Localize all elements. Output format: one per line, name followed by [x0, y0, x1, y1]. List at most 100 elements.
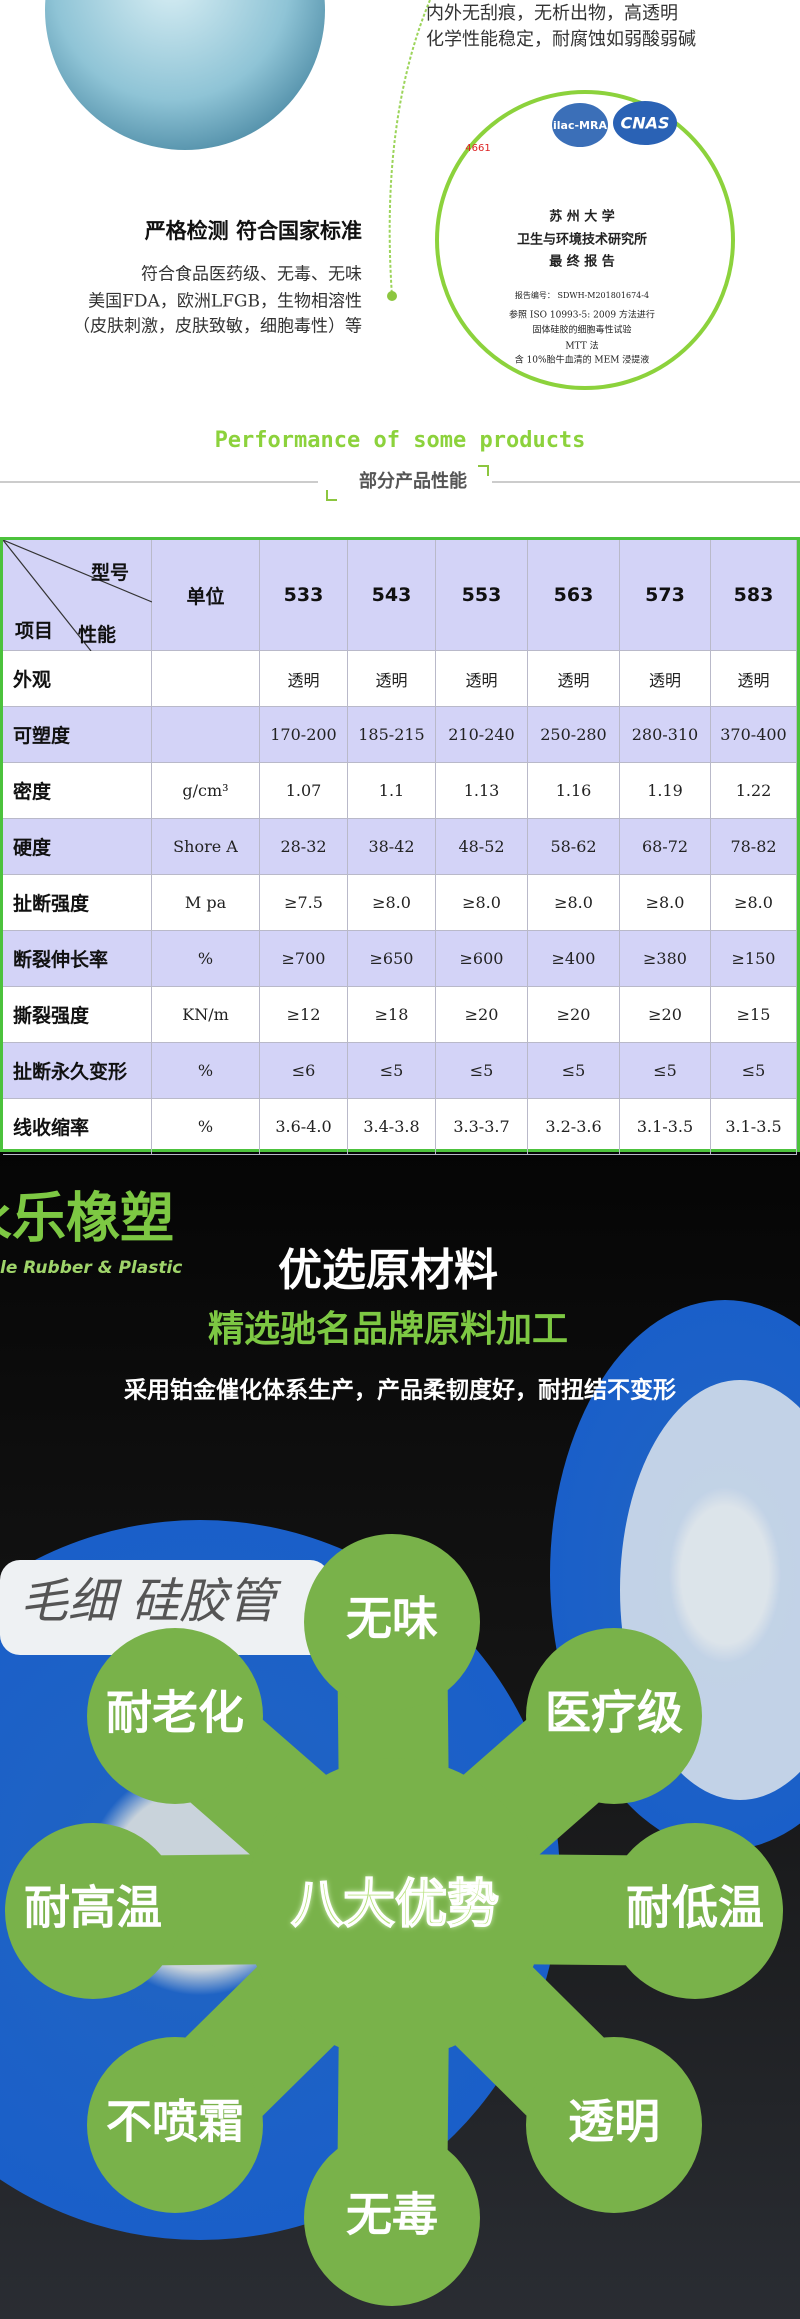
- item-cell: 线收缩率: [3, 1099, 152, 1155]
- cert-line: 含 10%胎牛血清的 MEM 浸提液: [515, 354, 650, 366]
- advantage-label: 耐低温: [626, 1881, 764, 1935]
- value-cell: ≥12: [260, 987, 348, 1043]
- spool-label: [0, 1560, 330, 1655]
- logo-badge: [613, 101, 677, 145]
- corner-label: 性能: [78, 624, 117, 646]
- advantage-label: 不喷霜: [106, 2095, 244, 2149]
- value-cell: 透明: [528, 651, 620, 707]
- model-header: 543: [348, 540, 436, 651]
- brand: 永乐橡塑: [0, 1187, 174, 1250]
- value-cell: 78-82: [711, 819, 797, 875]
- spool-label: 毛细 硅胶管: [20, 1574, 282, 1630]
- value-cell: 210-240: [436, 707, 528, 763]
- value-cell: 68-72: [620, 819, 711, 875]
- petal: [304, 1534, 480, 1710]
- model-header: 563: [528, 540, 620, 651]
- value-cell: ≥7.5: [260, 875, 348, 931]
- unit-cell: %: [152, 931, 260, 987]
- value-cell: ≥600: [436, 931, 528, 987]
- petal: [526, 1628, 702, 1804]
- corner-header: 型号 项目 性能: [3, 540, 152, 651]
- value-cell: 3.1-3.5: [711, 1099, 797, 1155]
- unit-cell: KN/m: [152, 987, 260, 1043]
- value-cell: ≤5: [348, 1043, 436, 1099]
- value-cell: ≥8.0: [711, 875, 797, 931]
- inspection-line: 美国FDA，欧洲LFGB，生物相溶性: [88, 292, 362, 312]
- item-cell: 撕裂强度: [3, 987, 152, 1043]
- unit-cell: M pa: [152, 875, 260, 931]
- heading-en: Performance of some products: [215, 428, 586, 453]
- value-cell: 38-42: [348, 819, 436, 875]
- cert-line: MTT 法: [565, 340, 598, 352]
- value-cell: 透明: [436, 651, 528, 707]
- logo-badge: [552, 103, 608, 147]
- value-cell: ≥8.0: [528, 875, 620, 931]
- value-cell: 280-310: [620, 707, 711, 763]
- advantage-label: 耐高温: [24, 1881, 162, 1935]
- value-cell: 1.07: [260, 763, 348, 819]
- unit-cell: Shore A: [152, 819, 260, 875]
- corner-label: 型号: [91, 562, 130, 584]
- cert-line: 固体硅胶的细胞毒性试验: [532, 324, 631, 336]
- model-header: 533: [260, 540, 348, 651]
- model-header: 573: [620, 540, 711, 651]
- item-cell: 外观: [3, 651, 152, 707]
- cert-line: 苏 州 大 学: [549, 209, 615, 225]
- value-cell: 1.22: [711, 763, 797, 819]
- materials-subtitle: 精选驰名品牌原料加工: [208, 1309, 568, 1350]
- advantage-label: 耐老化: [106, 1686, 244, 1740]
- bracket: [326, 490, 337, 501]
- petal: [87, 2037, 263, 2213]
- value-cell: 3.2-3.6: [528, 1099, 620, 1155]
- item-cell: 可塑度: [3, 707, 152, 763]
- advantage-label: 医疗级: [545, 1686, 683, 1740]
- value-cell: 1.16: [528, 763, 620, 819]
- value-cell: 透明: [348, 651, 436, 707]
- advantage-label: 无味: [346, 1592, 438, 1646]
- cert-number: 4661: [465, 143, 490, 154]
- item-cell: 扯断永久变形: [3, 1043, 152, 1099]
- feature-text: 内外无刮痕，无析出物，高透明: [426, 3, 678, 24]
- item-cell: 扯断强度: [3, 875, 152, 931]
- inspection-line: （皮肤刺激，皮肤致敏，细胞毒性）等: [73, 317, 362, 337]
- value-cell: ≥650: [348, 931, 436, 987]
- value-cell: 48-52: [436, 819, 528, 875]
- value-cell: ≥15: [711, 987, 797, 1043]
- value-cell: ≤5: [620, 1043, 711, 1099]
- advantage-label: 透明: [568, 2095, 660, 2149]
- flower-center: [245, 1758, 545, 2058]
- decor-curve: [388, 0, 431, 297]
- cert-line: 参照 ISO 10993-5: 2009 方法进行: [509, 309, 655, 321]
- corner-diagonals: [3, 540, 152, 651]
- decor-dot: [387, 291, 397, 301]
- value-cell: ≥20: [620, 987, 711, 1043]
- spec-table: 型号 项目 性能 单位 533 543 553 563 573 583 外观 透明 透明 透明 透明 透明 透明…: [0, 537, 800, 1155]
- value-cell: 透明: [711, 651, 797, 707]
- value-cell: ≥8.0: [348, 875, 436, 931]
- value-cell: 3.3-3.7: [436, 1099, 528, 1155]
- value-cell: ≥700: [260, 931, 348, 987]
- value-cell: ≥8.0: [436, 875, 528, 931]
- unit-header: 单位: [152, 540, 260, 651]
- cert-logo: ilac-MRA: [553, 119, 607, 132]
- bracket: [478, 465, 489, 476]
- model-header: 553: [436, 540, 528, 651]
- unit-cell: [152, 651, 260, 707]
- materials-description: 采用铂金催化体系生产，产品柔韧度好，耐扭结不变形: [124, 1377, 676, 1404]
- petal: [526, 2037, 702, 2213]
- brand-en: le Rubber & Plastic: [0, 1258, 182, 1278]
- value-cell: ≤5: [711, 1043, 797, 1099]
- unit-cell: g/cm³: [152, 763, 260, 819]
- advantage-label: 无毒: [346, 2188, 438, 2242]
- petal: [87, 1628, 263, 1804]
- item-cell: 硬度: [3, 819, 152, 875]
- value-cell: ≥150: [711, 931, 797, 987]
- value-cell: 1.19: [620, 763, 711, 819]
- certificate-frame: [435, 90, 735, 390]
- unit-cell: %: [152, 1099, 260, 1155]
- value-cell: 1.13: [436, 763, 528, 819]
- value-cell: 58-62: [528, 819, 620, 875]
- value-cell: 370-400: [711, 707, 797, 763]
- value-cell: ≤6: [260, 1043, 348, 1099]
